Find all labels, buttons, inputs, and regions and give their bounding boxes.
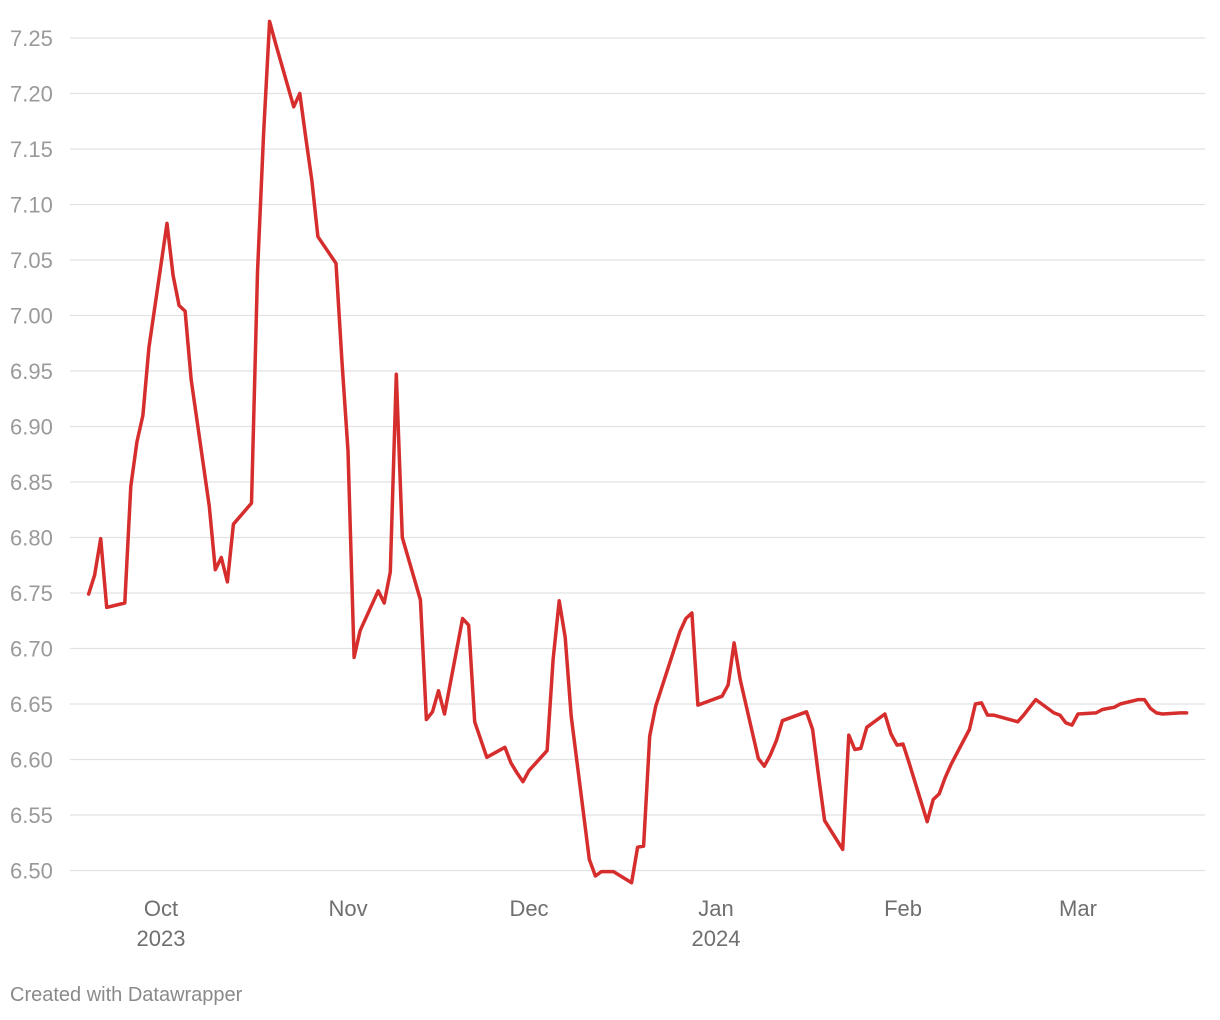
y-tick-label: 6.50: [10, 859, 53, 884]
y-tick-label: 6.65: [10, 692, 53, 717]
x-tick-year-label: 2024: [692, 926, 741, 951]
credit-text: Created with Datawrapper: [10, 984, 243, 1006]
x-tick-label: Oct: [144, 896, 178, 921]
y-tick-label: 7.25: [10, 26, 53, 51]
x-axis-ticks: Oct 2023 Nov Dec Jan 2024 Feb Mar: [137, 896, 1097, 951]
x-tick-label: Feb: [884, 896, 922, 921]
y-tick-label: 6.90: [10, 415, 53, 440]
y-tick-label: 6.80: [10, 526, 53, 551]
y-tick-label: 6.60: [10, 748, 53, 773]
y-tick-label: 6.70: [10, 637, 53, 662]
y-tick-label: 6.75: [10, 581, 53, 606]
y-tick-label: 6.85: [10, 470, 53, 495]
y-tick-label: 7.20: [10, 82, 53, 107]
grid-lines: [70, 37, 1205, 872]
x-tick-label: Mar: [1059, 896, 1097, 921]
line-chart: 6.50 6.55 6.60 6.65 6.70 6.75 6.80 6.85 6.90 6.95…: [10, 19, 1205, 951]
y-axis-ticks: 6.50 6.55 6.60 6.65 6.70 6.75 6.80 6.85 6.90 6.95…: [10, 26, 53, 884]
y-tick-label: 7.05: [10, 248, 53, 273]
y-tick-label: 7.00: [10, 304, 53, 329]
y-tick-label: 7.10: [10, 193, 53, 218]
x-tick-year-label: 2023: [137, 926, 186, 951]
y-tick-label: 7.15: [10, 137, 53, 162]
series-line: [86, 19, 1189, 885]
y-tick-label: 6.95: [10, 359, 53, 384]
series-layer: [86, 19, 1189, 885]
x-tick-label: Jan: [698, 896, 733, 921]
x-tick-label: Nov: [328, 896, 367, 921]
y-tick-label: 6.55: [10, 803, 53, 828]
x-tick-label: Dec: [509, 896, 548, 921]
